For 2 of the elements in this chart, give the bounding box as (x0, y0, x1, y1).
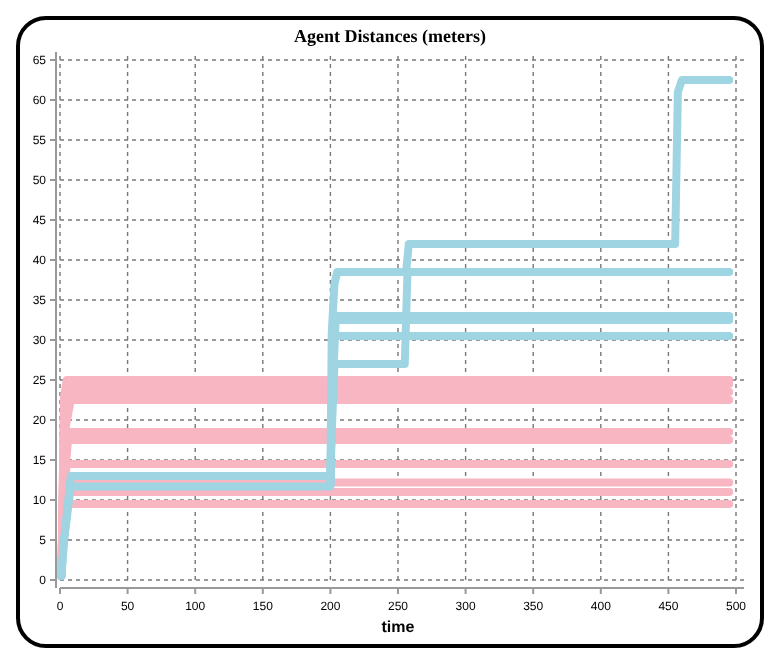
x-axis-title: time (381, 618, 416, 636)
chart-title: Agent Distances (meters) (294, 26, 486, 46)
